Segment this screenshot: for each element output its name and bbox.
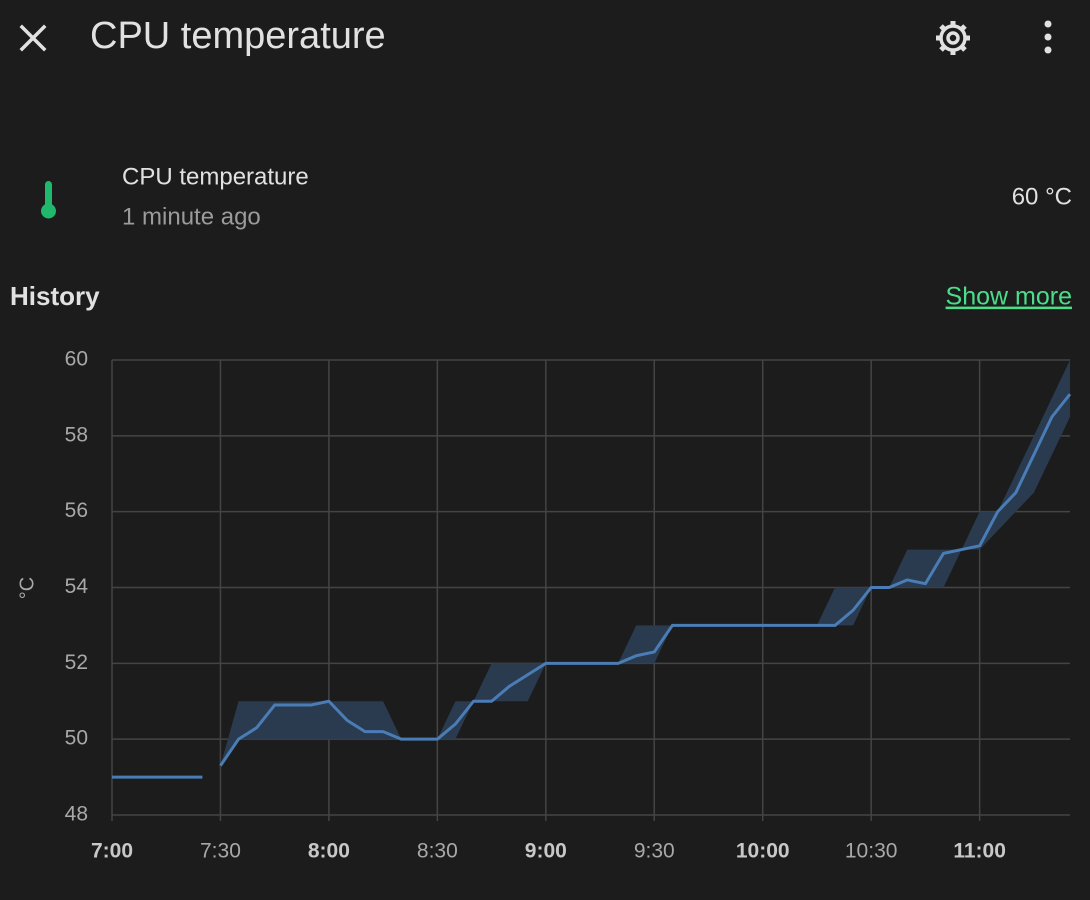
y-tick-label: 52 [65, 651, 88, 674]
close-button[interactable] [19, 24, 47, 52]
plot: 48 50 52 54 56 58 60 7:00 7:30 8:00 8:30 9:00 9:30 10… [65, 348, 1072, 863]
min-max-band [220, 360, 1071, 766]
x-tick-label: 8:30 [417, 840, 458, 863]
x-tick-label: 7:00 [91, 840, 133, 863]
menu-button[interactable] [1044, 20, 1052, 54]
settings-button[interactable] [936, 21, 970, 55]
last-changed: 1 minute ago [122, 203, 261, 230]
y-tick-label: 60 [65, 348, 88, 371]
show-more-link[interactable]: Show more [946, 283, 1072, 311]
x-tick-label: 9:30 [634, 840, 675, 863]
entity-state: 60 °C [1012, 183, 1072, 210]
y-axis-label: °C [16, 577, 38, 599]
line [219, 393, 1072, 767]
dialog-title: CPU temperature [90, 15, 386, 57]
y-tick-label: 54 [65, 575, 89, 598]
x-tick-label: 11:00 [953, 840, 1006, 863]
entity-name: CPU temperature [122, 163, 309, 190]
x-tick-label: 10:00 [736, 840, 790, 863]
y-tick-label: 50 [65, 727, 88, 750]
y-tick-label: 48 [65, 803, 88, 826]
thermometer-icon [41, 181, 56, 219]
x-tick-label: 7:30 [200, 840, 241, 863]
x-tick-label: 8:00 [308, 840, 350, 863]
x-tick-label: 10:30 [845, 840, 898, 863]
y-tick-label: 56 [65, 499, 88, 522]
y-tick-label: 58 [65, 423, 88, 446]
x-tick-label: 9:00 [525, 840, 567, 863]
history-title: History [10, 281, 100, 311]
